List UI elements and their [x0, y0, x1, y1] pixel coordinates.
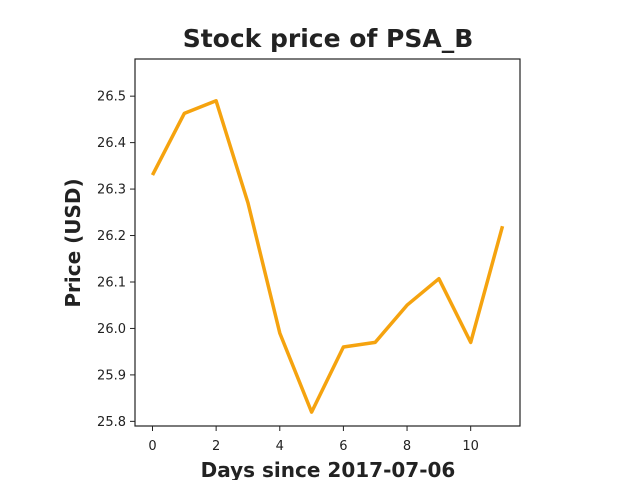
y-tick-label: 26.0 [97, 322, 126, 337]
x-axis-label: Days since 2017-07-06 [201, 458, 456, 480]
price-series-line [150, 99, 505, 414]
x-tick-label: 10 [462, 439, 479, 454]
x-tick-label: 2 [212, 439, 220, 454]
y-tick-label: 26.1 [97, 275, 126, 290]
x-tick-label: 6 [339, 439, 347, 454]
y-tick-label: 26.4 [97, 136, 126, 151]
y-tick-label: 26.2 [97, 229, 126, 244]
y-axis: 25.8 25.9 26.0 26.1 26.2 26.3 26.4 26.5 [97, 90, 135, 430]
y-tick-label: 25.8 [97, 415, 126, 430]
y-tick-label: 26.3 [97, 183, 126, 198]
plot-frame [134, 58, 521, 427]
y-tick-label: 25.9 [97, 368, 126, 383]
y-axis-label: Price (USD) [61, 178, 85, 307]
x-tick-label: 0 [148, 439, 156, 454]
plot-series [150, 99, 505, 414]
x-axis: 0 2 4 6 8 10 [148, 426, 479, 454]
x-tick-label: 4 [276, 439, 284, 454]
y-tick-label: 26.5 [97, 90, 126, 105]
chart-title: Stock price of PSA_B [183, 24, 474, 53]
x-tick-label: 8 [403, 439, 411, 454]
